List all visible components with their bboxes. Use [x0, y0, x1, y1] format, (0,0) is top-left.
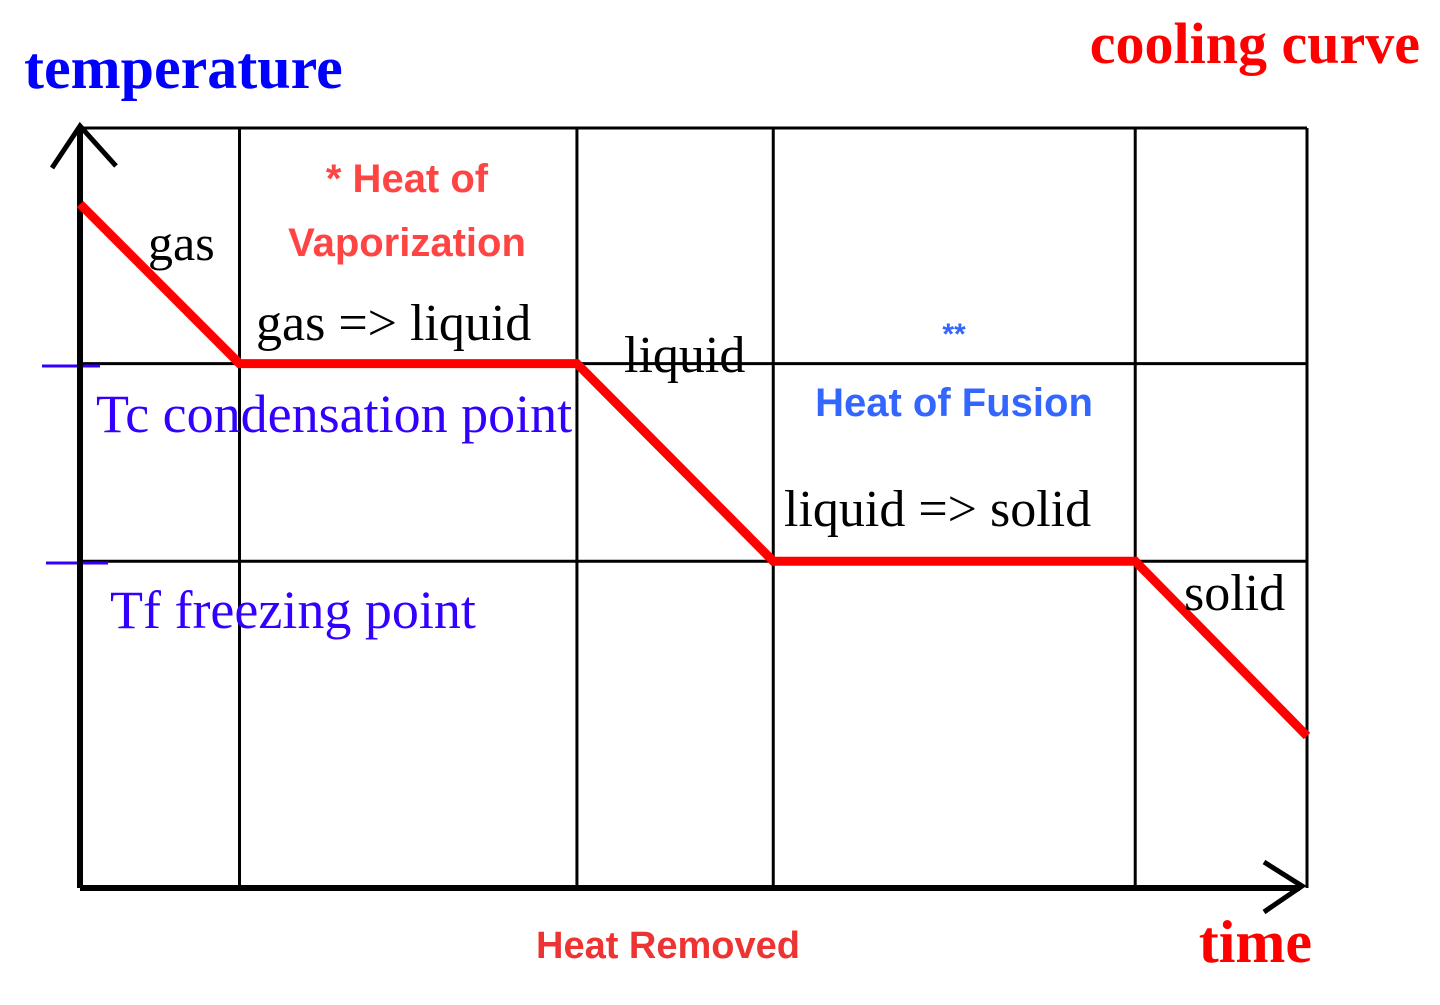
condensation-point-label: Tc condensation point: [96, 384, 572, 444]
x-axis-caption: Heat Removed: [536, 925, 800, 967]
grid: [80, 126, 1309, 888]
vaporization-note: * Heat of: [326, 157, 489, 201]
liquid-label: liquid: [624, 327, 745, 384]
freezing-point-label: Tf freezing point: [110, 580, 476, 640]
fusion-note: Heat of Fusion: [815, 381, 1093, 425]
chart-title: cooling curve: [1090, 11, 1420, 76]
solid-label: solid: [1184, 565, 1285, 622]
y-axis-label: temperature: [24, 35, 343, 101]
x-axis-arrow: [1262, 859, 1307, 915]
y-axis-arrow: [49, 121, 118, 170]
liquid-to-solid-label: liquid => solid: [784, 481, 1091, 538]
fusion-marker: **: [942, 318, 966, 351]
cooling-curve-line: [76, 200, 1311, 740]
gas-label: gas: [148, 215, 215, 271]
x-axis-label: time: [1199, 909, 1312, 975]
vaporization-note-line1: * Heat of: [326, 157, 489, 201]
gas-to-liquid-label: gas => liquid: [256, 295, 531, 352]
vaporization-note-line2: Vaporization: [288, 221, 526, 265]
